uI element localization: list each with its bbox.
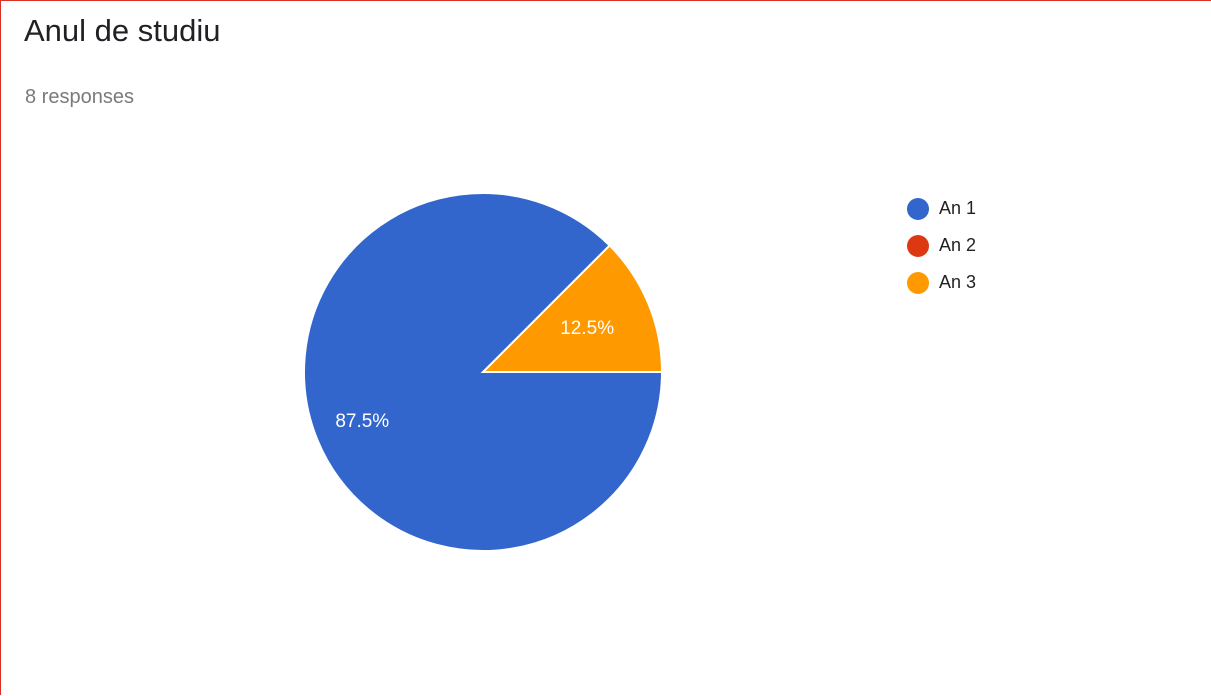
legend-label-an-3: An 3 — [939, 272, 977, 292]
legend-item-an-3[interactable]: An 3 — [907, 264, 976, 301]
legend-swatch-an-2 — [907, 234, 929, 257]
legend-swatch-an-3 — [907, 271, 929, 294]
legend-label-an-2: An 2 — [939, 235, 977, 255]
chart-legend: An 1 An 2 An 3 — [907, 190, 976, 301]
legend-swatch-an-1 — [907, 197, 929, 220]
pie-slice-an-3[interactable] — [480, 244, 664, 373]
pie-label-an-1: 87.5% — [335, 411, 389, 432]
response-count: 8 responses — [25, 86, 134, 108]
legend-item-an-1[interactable]: An 1 — [907, 190, 976, 227]
pie-label-an-3: 12.5% — [560, 318, 614, 339]
chart-title: Anul de studiu — [24, 13, 221, 48]
pie-slice-an-1[interactable] — [303, 192, 664, 552]
legend-label-an-1: An 1 — [939, 198, 977, 218]
legend-item-an-2[interactable]: An 2 — [907, 227, 976, 264]
